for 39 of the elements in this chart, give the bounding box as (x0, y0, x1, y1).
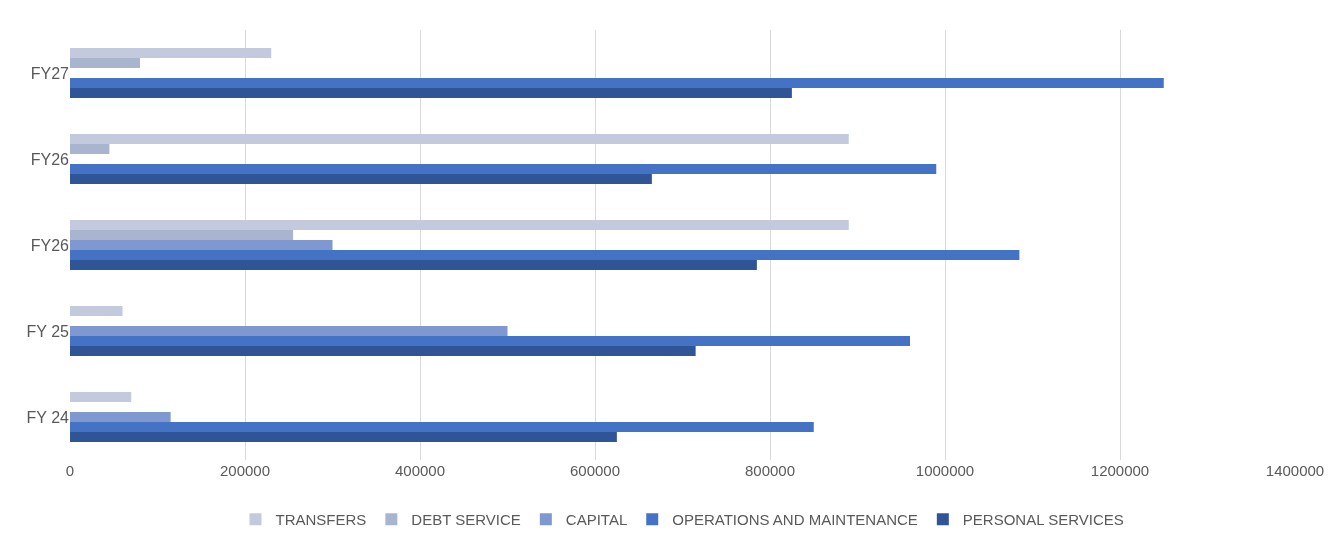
bar (70, 249, 1020, 260)
legend-label: PERSONAL SERVICES (962, 511, 1124, 529)
x-tick-label: 800000 (744, 462, 796, 479)
y-tick-label: FY26 (30, 150, 70, 168)
bar (70, 87, 792, 98)
legend-label: TRANSFERS (275, 511, 367, 529)
bar (70, 335, 910, 346)
bar (70, 77, 1164, 88)
bar (70, 240, 333, 250)
y-tick-label: FY 24 (26, 408, 70, 426)
bar (70, 48, 272, 59)
bar (70, 163, 937, 174)
bar (70, 306, 123, 317)
bar (70, 412, 171, 422)
legend-label: OPERATIONS AND MAINTENANCE (672, 511, 918, 529)
y-tick-label: FY 25 (26, 322, 70, 340)
bar (70, 326, 508, 336)
bar (70, 392, 132, 403)
bar (70, 259, 757, 270)
bar (70, 58, 140, 69)
bar (70, 220, 849, 231)
bar (70, 230, 294, 241)
y-tick-label: FY27 (30, 64, 70, 82)
bar (70, 421, 814, 432)
x-tick-label: 1000000 (915, 462, 975, 479)
x-tick-label: 1400000 (1265, 462, 1325, 479)
legend-label: DEBT SERVICE (411, 511, 521, 529)
x-tick-label: 400000 (394, 462, 446, 479)
bar (70, 144, 110, 155)
bar (70, 345, 696, 356)
y-tick-label: FY26 (30, 236, 70, 254)
x-tick-label: 200000 (219, 462, 271, 479)
x-tick-label: 0 (65, 462, 75, 479)
bar (70, 431, 617, 442)
legend-label: CAPITAL (565, 511, 628, 529)
bar (70, 134, 849, 145)
bar (70, 173, 652, 184)
x-tick-label: 600000 (569, 462, 621, 479)
x-tick-label: 1200000 (1090, 462, 1150, 479)
